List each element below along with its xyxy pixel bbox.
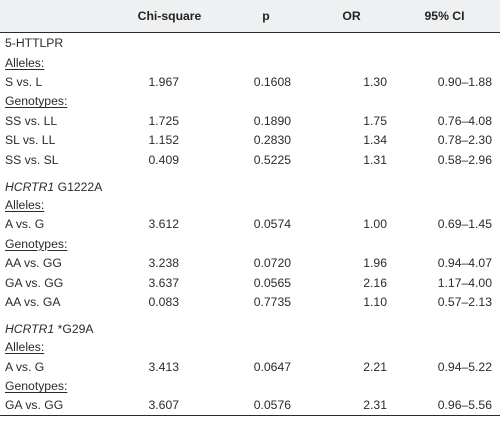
comparison-cell: SL vs. LL [5, 133, 56, 148]
odds-ratio-cell: 1.34 [363, 133, 387, 148]
odds-ratio-cell: 1.30 [363, 74, 387, 89]
chi-square-cell: 3.637 [148, 275, 180, 290]
confidence-interval-cell: 0.76–4.08 [437, 113, 492, 128]
p-value-cell: 0.0720 [253, 256, 291, 271]
header-chi-square: Chi-square [121, 0, 218, 33]
table-row: SS vs. LL 1.725 0.1890 1.75 0.76–4.08 [0, 111, 500, 130]
p-value-cell: 0.5225 [253, 152, 291, 167]
chi-square-cell: 3.607 [121, 395, 218, 417]
statistics-table: Chi-square p OR 95% CI 5-HTTLPR Alleles:… [0, 0, 500, 417]
gene-name: HCRTR1 [5, 180, 55, 195]
table-row: GA vs. GG 3.637 0.0565 2.16 1.17–4.00 [0, 273, 500, 292]
odds-ratio-cell: 1.00 [363, 217, 387, 232]
table-row: AA vs. GA 0.083 0.7735 1.10 0.57–2.13 [0, 292, 500, 311]
alleles-subheader-row: Alleles: [0, 195, 500, 214]
group-title: HCRTR1 G1222A [0, 169, 500, 195]
chi-square-cell: 0.409 [148, 152, 180, 167]
chi-square-cell: 3.238 [148, 256, 180, 271]
group-header-row: HCRTR1 G1222A [0, 169, 500, 195]
genotypes-subheader-row: Genotypes: [0, 376, 500, 395]
confidence-interval-cell: 0.58–2.96 [437, 152, 492, 167]
table-header: Chi-square p OR 95% CI [0, 0, 500, 33]
header-p: p [218, 0, 314, 33]
chi-square-cell: 1.152 [148, 133, 180, 148]
odds-ratio-cell: 2.16 [363, 275, 387, 290]
group-header-row: 5-HTTLPR [0, 33, 500, 54]
group-title: 5-HTTLPR [0, 33, 500, 54]
alleles-subheader-row: Alleles: [0, 53, 500, 72]
p-value-cell: 0.0574 [253, 217, 291, 232]
comparison-cell: GA vs. GG [5, 275, 64, 290]
odds-ratio-cell: 1.31 [363, 152, 387, 167]
confidence-interval-cell: 0.94–5.22 [437, 359, 492, 374]
header-comparison [0, 0, 121, 33]
variant-name: *G29A [54, 322, 94, 337]
odds-ratio-cell: 1.10 [363, 294, 387, 309]
alleles-subheader: Alleles: [5, 340, 45, 355]
header-ci: 95% CI [389, 0, 500, 33]
header-row: Chi-square p OR 95% CI [0, 0, 500, 33]
chi-square-cell: 0.083 [148, 294, 180, 309]
genotypes-subheader: Genotypes: [5, 379, 68, 394]
genotypes-subheader-row: Genotypes: [0, 234, 500, 253]
alleles-subheader: Alleles: [5, 55, 45, 70]
chi-square-cell: 3.612 [148, 217, 180, 232]
comparison-cell: AA vs. GA [5, 294, 61, 309]
comparison-cell: A vs. G [5, 359, 45, 374]
comparison-cell: A vs. G [5, 217, 45, 232]
confidence-interval-cell: 0.78–2.30 [437, 133, 492, 148]
p-value-cell: 0.7735 [253, 294, 291, 309]
comparison-cell: GA vs. GG [0, 395, 121, 417]
alleles-subheader-row: Alleles: [0, 338, 500, 357]
alleles-subheader: Alleles: [5, 197, 45, 212]
chi-square-cell: 1.725 [148, 113, 180, 128]
table-row: A vs. G 3.413 0.0647 2.21 0.94–5.22 [0, 357, 500, 376]
genotypes-subheader: Genotypes: [5, 94, 68, 109]
p-value-cell: 0.0565 [253, 275, 291, 290]
confidence-interval-cell: 1.17–4.00 [437, 275, 492, 290]
comparison-cell: SS vs. SL [5, 152, 59, 167]
comparison-cell: AA vs. GG [5, 256, 62, 271]
p-value-cell: 0.1890 [253, 113, 291, 128]
odds-ratio-cell: 1.96 [363, 256, 387, 271]
p-value-cell: 0.2830 [253, 133, 291, 148]
header-or: OR [314, 0, 389, 33]
table-row: S vs. L 1.967 0.1608 1.30 0.90–1.88 [0, 72, 500, 91]
confidence-interval-cell: 0.57–2.13 [437, 294, 492, 309]
p-value-cell: 0.1608 [253, 74, 291, 89]
chi-square-cell: 1.967 [148, 74, 180, 89]
chi-square-cell: 3.413 [148, 359, 180, 374]
odds-ratio-cell: 2.31 [314, 395, 389, 417]
group-header-row: HCRTR1 *G29A [0, 312, 500, 338]
p-value-cell: 0.0576 [218, 395, 314, 417]
p-value-cell: 0.0647 [253, 359, 291, 374]
table-row: AA vs. GG 3.238 0.0720 1.96 0.94–4.07 [0, 254, 500, 273]
confidence-interval-cell: 0.94–4.07 [437, 256, 492, 271]
table-row: SL vs. LL 1.152 0.2830 1.34 0.78–2.30 [0, 131, 500, 150]
comparison-cell: SS vs. LL [5, 113, 58, 128]
variant-name: G1222A [54, 180, 103, 195]
table-row: GA vs. GG 3.607 0.0576 2.31 0.96–5.56 [0, 395, 500, 417]
gene-name: HCRTR1 [5, 322, 55, 337]
genotypes-subheader: Genotypes: [5, 236, 68, 251]
odds-ratio-cell: 2.21 [363, 359, 387, 374]
group-title: HCRTR1 *G29A [0, 312, 500, 338]
odds-ratio-cell: 1.75 [363, 113, 387, 128]
confidence-interval-cell: 0.69–1.45 [437, 217, 492, 232]
table-row: SS vs. SL 0.409 0.5225 1.31 0.58–2.96 [0, 150, 500, 169]
confidence-interval-cell: 0.96–5.56 [389, 395, 500, 417]
table-body: 5-HTTLPR Alleles: S vs. L 1.967 0.1608 1… [0, 33, 500, 417]
table-row: A vs. G 3.612 0.0574 1.00 0.69–1.45 [0, 215, 500, 234]
variant-name: 5-HTTLPR [5, 35, 64, 50]
confidence-interval-cell: 0.90–1.88 [437, 74, 492, 89]
genotypes-subheader-row: Genotypes: [0, 92, 500, 111]
comparison-cell: S vs. L [5, 74, 43, 89]
